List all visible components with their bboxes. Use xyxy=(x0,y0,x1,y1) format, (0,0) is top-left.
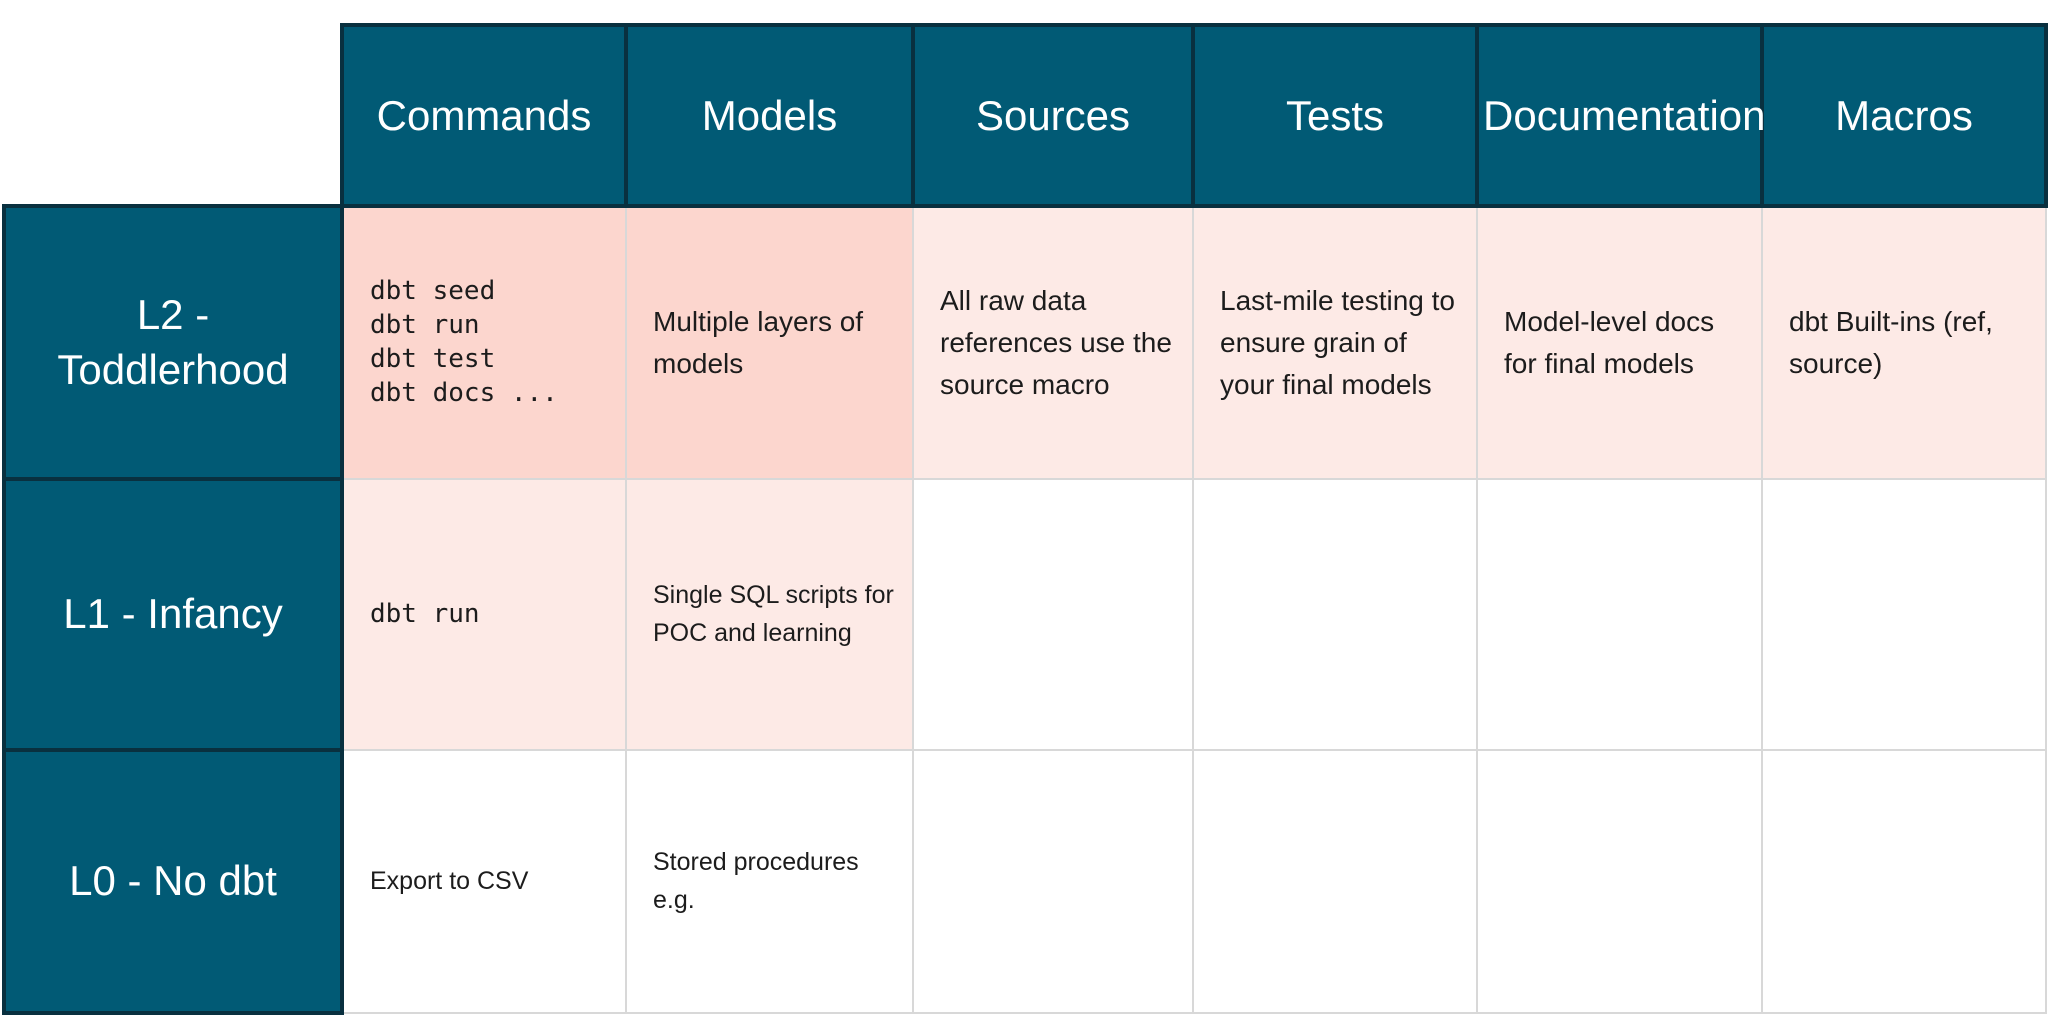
row-l0-no-dbt: L0 - No dbt Export to CSV Stored procedu… xyxy=(2,748,2047,1015)
column-header-sources: Sources xyxy=(911,23,1195,208)
cell-l1-tests xyxy=(1192,478,1478,751)
cell-l0-macros xyxy=(1761,749,2047,1014)
cell-l1-commands: dbt run xyxy=(341,478,627,751)
maturity-matrix-table: Commands Models Sources Tests Documentat… xyxy=(2,23,2048,1015)
row-l1-infancy: L1 - Infancy dbt run Single SQL scripts … xyxy=(2,477,2047,752)
row-header-l0: L0 - No dbt xyxy=(2,748,344,1015)
column-header-macros: Macros xyxy=(1760,23,2048,208)
cell-l0-sources xyxy=(912,749,1194,1014)
cell-l2-models: Multiple layers of models xyxy=(625,205,914,480)
cell-l2-sources: All raw data references use the source m… xyxy=(912,205,1194,480)
cell-l1-macros xyxy=(1761,478,2047,751)
cell-l0-models: Stored procedures e.g. xyxy=(625,749,914,1014)
column-header-tests: Tests xyxy=(1191,23,1479,208)
cell-l0-tests xyxy=(1192,749,1478,1014)
cell-l2-commands: dbt seed dbt run dbt test dbt docs ... xyxy=(341,205,627,480)
cell-l0-documentation xyxy=(1476,749,1763,1014)
cell-l2-documentation: Model-level docs for final models xyxy=(1476,205,1763,480)
cell-l1-documentation xyxy=(1476,478,1763,751)
column-header-commands: Commands xyxy=(340,23,628,208)
cell-l0-commands: Export to CSV xyxy=(341,749,627,1014)
column-header-models: Models xyxy=(624,23,915,208)
row-l2-toddlerhood: L2 - Toddlerhood dbt seed dbt run dbt te… xyxy=(2,204,2047,481)
slide-canvas: Commands Models Sources Tests Documentat… xyxy=(0,23,2048,1018)
column-header-documentation: Documentation xyxy=(1475,23,1766,208)
corner-spacer xyxy=(4,25,342,206)
cell-l1-sources xyxy=(912,478,1194,751)
row-header-l2: L2 - Toddlerhood xyxy=(2,204,344,481)
cell-l2-tests: Last-mile testing to ensure grain of you… xyxy=(1192,205,1478,480)
header-row: Commands Models Sources Tests Documentat… xyxy=(4,23,2048,208)
row-header-l1: L1 - Infancy xyxy=(2,477,344,752)
cell-l2-macros: dbt Built-ins (ref, source) xyxy=(1761,205,2047,480)
cell-l1-models: Single SQL scripts for POC and learning xyxy=(625,478,914,751)
